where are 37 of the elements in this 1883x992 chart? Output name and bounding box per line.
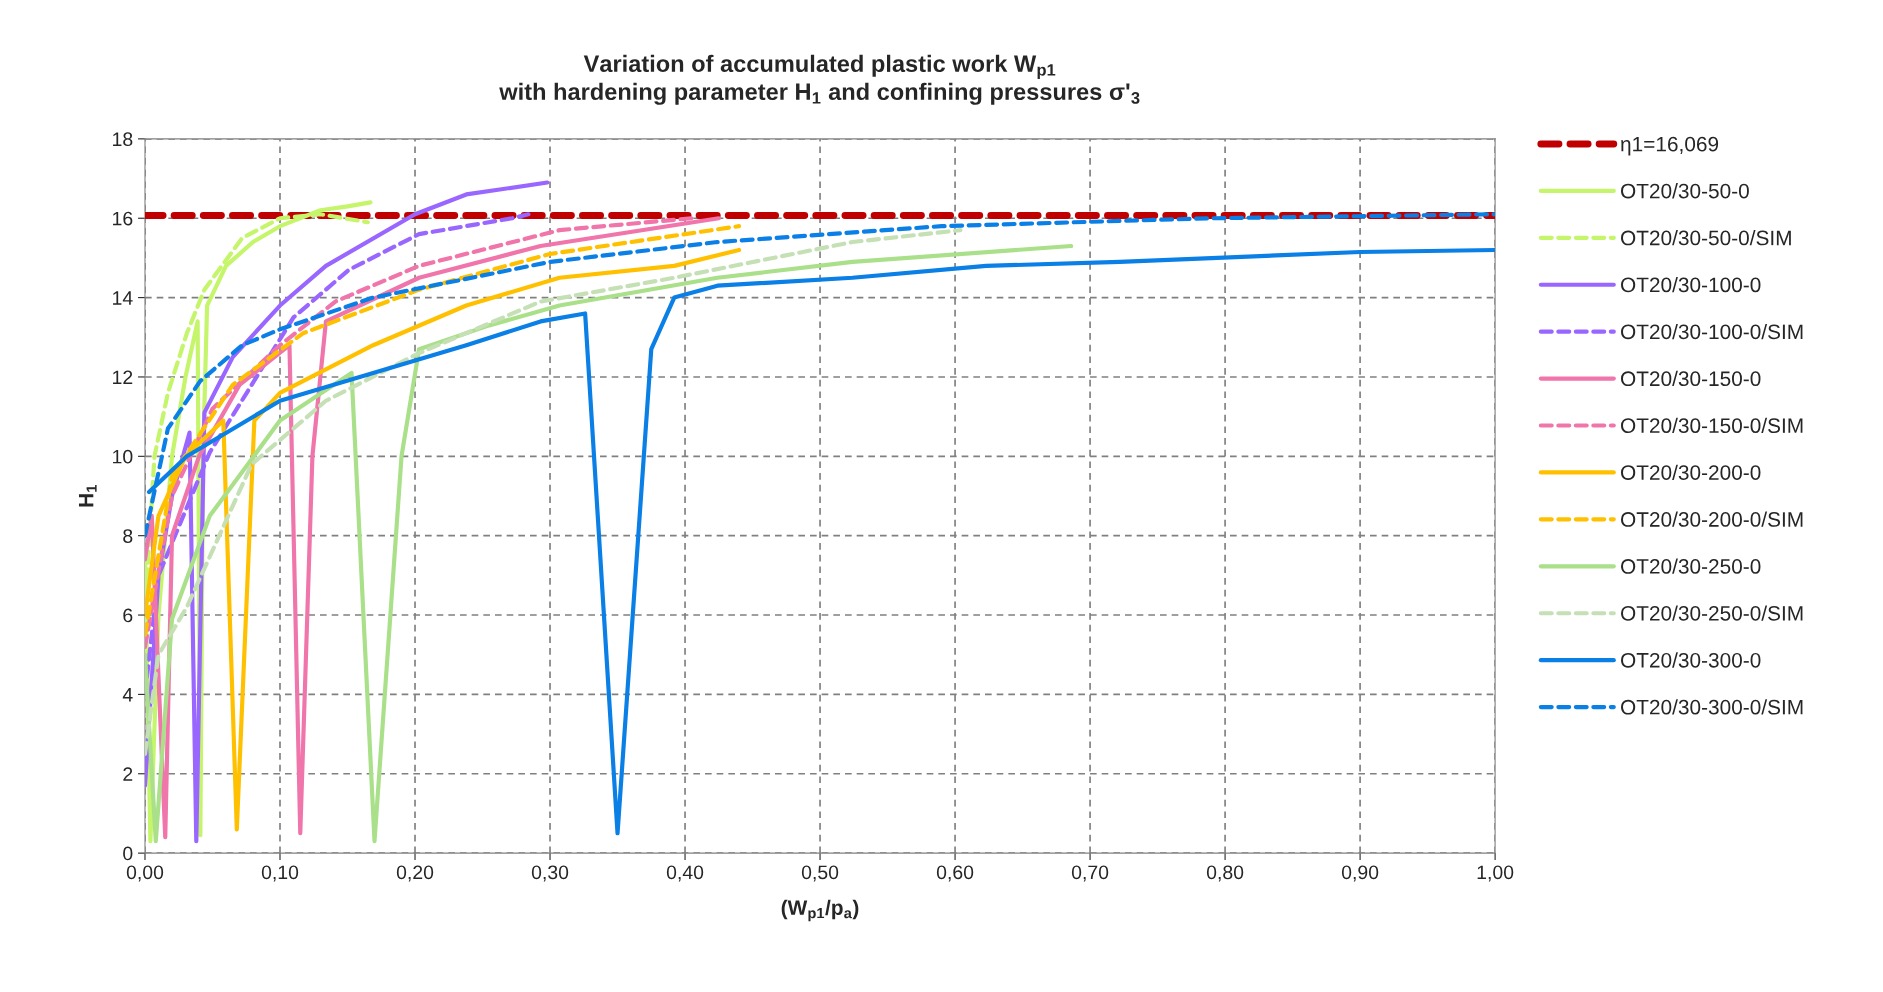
y-tick-label: 4 [122,688,133,702]
x-tick-label: 0,70 [1071,865,1109,882]
x-tick-label: 0,20 [396,865,434,882]
legend-label: OT20/30-250-0/SIM [1621,605,1803,621]
x-tick-label: 0,00 [126,865,164,882]
legend-label: OT20/30-250-0 [1621,558,1761,574]
x-axis-title: (W$_{p1}$/p$_{a}$) [781,899,859,922]
y-tick-label: 6 [123,608,133,623]
legend-label: OT20/30-300-0 [1621,652,1761,668]
y-tick-label: 14 [113,291,133,305]
x-tick-label: 0,40 [666,865,704,882]
legend-label: OT20/30-200-0 [1621,464,1761,480]
legend-label: OT20/30-150-0 [1621,370,1761,387]
legend-label: OT20/30-300-0/SIM [1621,699,1803,715]
y-axis-title: H$_{1}$ [78,485,97,507]
x-tick-label: 1,00 [1477,865,1514,882]
legend-label: OT20/30-100-0/SIM [1621,323,1803,340]
legend-label: OT20/30-100-0 [1621,276,1761,293]
y-tick-label: 2 [123,767,133,781]
y-tick-label: 18 [113,132,133,147]
y-tick-label: 8 [123,529,133,543]
x-tick-label: 0,60 [936,865,974,882]
legend-label: η1=16,069 [1621,136,1719,156]
y-tick-label: 10 [113,449,133,464]
x-tick-label: 0,90 [1341,865,1379,882]
legend-label: OT20/30-50-0/SIM [1621,230,1791,246]
x-tick-label: 0,30 [531,865,569,882]
legend-label: OT20/30-50-0 [1621,183,1749,199]
x-tick-label: 0,10 [261,865,299,882]
legend-label: OT20/30-200-0/SIM [1621,511,1803,527]
chart-title: Variation of accumulated plastic work W$_{p1}$ with hardening parameter H$_{1}$ and confining pressures σ'$_{3}$ [499,54,1140,105]
x-tick-label: 0,80 [1206,865,1244,882]
y-tick-label: 16 [113,211,133,226]
x-tick-label: 0,50 [801,865,839,882]
y-tick-label: 0 [123,846,133,861]
y-tick-label: 12 [113,370,133,385]
legend-label: OT20/30-150-0/SIM [1621,417,1803,434]
